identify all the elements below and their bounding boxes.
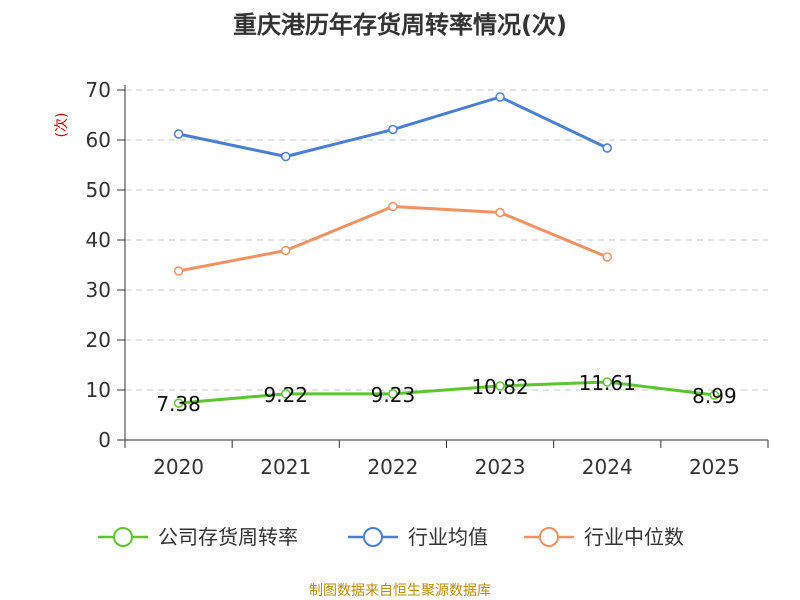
data-point[interactable] [602, 252, 612, 262]
legend-marker [363, 527, 383, 547]
series-0 [173, 377, 720, 408]
data-point[interactable] [602, 143, 612, 153]
y-tick-label: 10 [86, 378, 111, 402]
data-point[interactable] [388, 201, 398, 212]
axes: 0 10 20 30 40 50 60 70 2020 2021 2022 2023 2024 2025 [86, 78, 769, 479]
y-tick-label: 60 [86, 128, 111, 152]
legend-label: 公司存货周转率 [158, 525, 298, 549]
data-labels: 7.38 9.22 9.23 10.82 11.61 8.99 [156, 371, 736, 416]
series-2 [173, 201, 612, 276]
legend[interactable]: 公司存货周转率 行业均值 行业中位数 [98, 525, 684, 549]
data-point[interactable] [173, 129, 184, 139]
x-tick-label: 2023 [475, 455, 526, 479]
series-lines [173, 92, 720, 408]
data-label: 7.38 [156, 392, 201, 416]
legend-marker [539, 527, 559, 547]
data-label: 9.22 [263, 383, 308, 407]
data-label: 9.23 [371, 383, 416, 407]
x-tick-label: 2021 [260, 455, 311, 479]
data-point[interactable] [173, 266, 184, 276]
data-point[interactable] [281, 245, 291, 256]
data-point[interactable] [173, 398, 184, 408]
series-line [178, 380, 715, 405]
series-1 [173, 92, 612, 162]
y-tick-label: 20 [86, 328, 111, 352]
legend-marker [113, 527, 133, 547]
y-tick-label: 0 [98, 428, 111, 452]
legend-label: 行业中位数 [584, 525, 684, 549]
y-axis-label: (次) [54, 113, 70, 138]
legend-item-2[interactable]: 行业中位数 [524, 525, 684, 549]
data-label: 8.99 [692, 384, 737, 408]
data-point[interactable] [495, 207, 505, 218]
data-point[interactable] [709, 390, 720, 400]
data-point[interactable] [602, 377, 612, 387]
x-tick-label: 2025 [689, 455, 740, 479]
data-point[interactable] [388, 389, 398, 399]
legend-label: 行业均值 [408, 525, 488, 549]
y-tick-label: 30 [86, 278, 111, 302]
series-line [178, 205, 608, 273]
data-label: 11.61 [579, 371, 636, 395]
data-point[interactable] [495, 381, 505, 391]
legend-item-1[interactable]: 行业均值 [348, 525, 488, 549]
data-point[interactable] [495, 92, 505, 102]
data-label: 10.82 [471, 375, 528, 399]
y-tick-label: 70 [86, 78, 111, 102]
data-point[interactable] [388, 124, 398, 135]
source-note: 制图数据来自恒生聚源数据库 [309, 583, 491, 599]
x-tick-label: 2020 [153, 455, 204, 479]
x-tick-label: 2024 [582, 455, 633, 479]
data-point[interactable] [281, 389, 291, 399]
x-tick-label: 2022 [367, 455, 418, 479]
y-tick-label: 40 [86, 228, 111, 252]
chart-title: 重庆港历年存货周转率情况(次) [233, 11, 567, 39]
data-point[interactable] [281, 151, 291, 162]
legend-item-0[interactable]: 公司存货周转率 [98, 525, 298, 549]
gridlines [125, 89, 768, 391]
y-tick-label: 50 [86, 178, 111, 202]
